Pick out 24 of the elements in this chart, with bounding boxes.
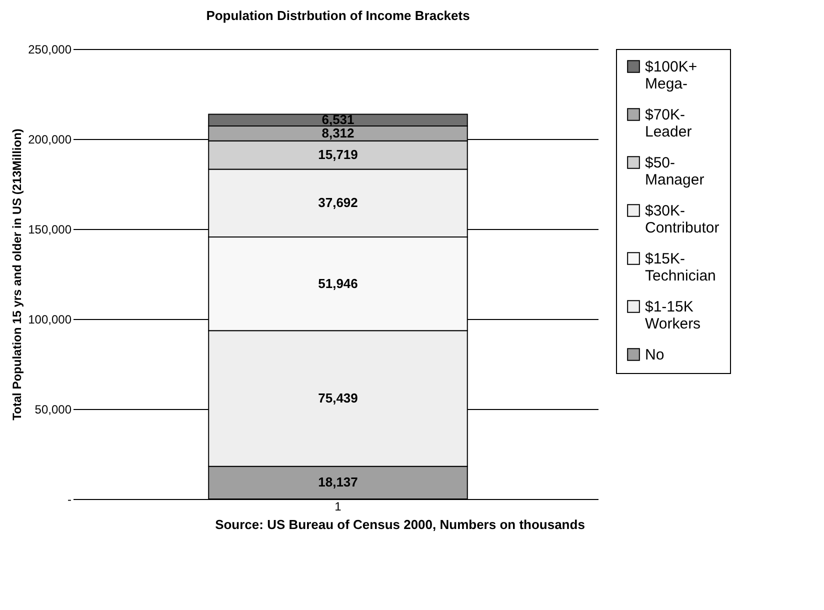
data-label: 75,439 xyxy=(318,390,358,406)
source-note: Source: US Bureau of Census 2000, Numbers on thousands xyxy=(214,517,586,532)
legend-label: $15K- Technician xyxy=(645,250,716,284)
legend-label: $100K+ Mega- xyxy=(645,58,698,92)
data-label: 6,531 xyxy=(322,112,354,128)
data-label: 8,312 xyxy=(322,125,354,140)
legend-label: $30K- Contributor xyxy=(645,202,720,236)
data-label: 51,946 xyxy=(318,276,358,291)
x-tick-label: 1 xyxy=(334,500,342,514)
y-tick-label: 50,000 xyxy=(34,402,72,416)
legend-label: $1-15K Workers xyxy=(645,298,701,332)
data-label: 15,719 xyxy=(318,147,358,162)
y-tick-label: 100,000 xyxy=(28,312,72,326)
chart-title: Population Distrbution of Income Brackets xyxy=(206,8,470,23)
legend-label: $50- Manager xyxy=(645,154,704,188)
y-tick-label: 150,000 xyxy=(28,222,72,236)
y-tick-label: 250,000 xyxy=(28,42,72,56)
y-axis-title: Total Population 15 yrs and older in US (213Million) xyxy=(10,128,24,420)
y-tick-label: 200,000 xyxy=(28,132,72,146)
legend-label: $70K- Leader xyxy=(645,106,692,140)
data-label: 18,137 xyxy=(318,474,358,490)
y-tick-label: - xyxy=(68,492,72,506)
legend-label: No xyxy=(645,346,664,364)
data-label: 37,692 xyxy=(318,195,358,210)
